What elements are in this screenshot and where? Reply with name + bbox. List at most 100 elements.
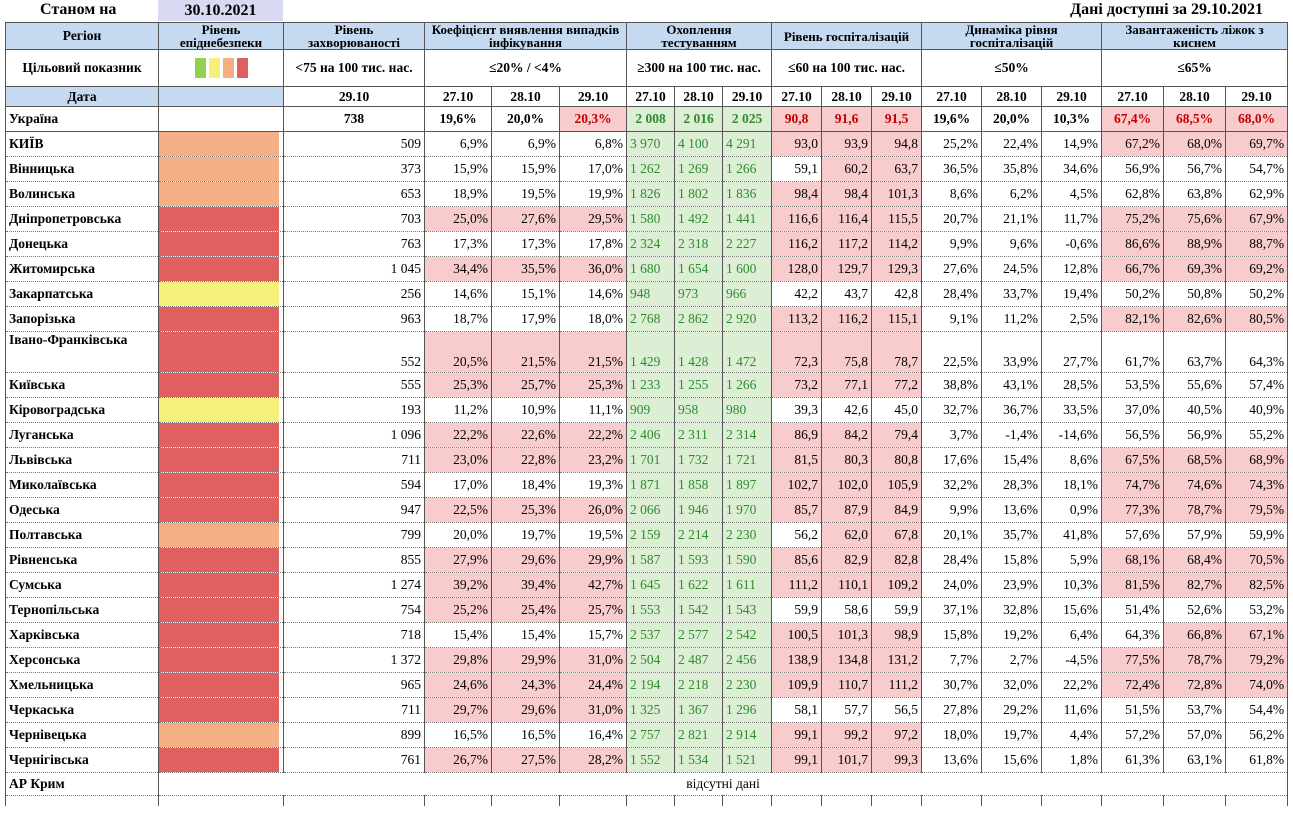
hosp-dynamics-value: 3,7% (921, 422, 983, 448)
incidence-value: 1 096 (283, 422, 425, 448)
region-name: Луганська (5, 422, 159, 448)
oxygen-beds-value: 79,2% (1225, 647, 1289, 673)
testing-value: 1 325 (626, 697, 675, 723)
legend-swatch (222, 58, 234, 78)
hospitalization-value: 82,8 (871, 547, 923, 573)
testing-value: 2 218 (674, 672, 723, 698)
detection-value: 19,9% (559, 181, 627, 207)
hospitalization-value: 43,7 (821, 281, 873, 307)
hosp-dynamics-value: 27,8% (921, 697, 983, 723)
table-row: Херсонська 1 372 29,8% 29,9% 31,0% 2 504 2 487… (5, 647, 1289, 673)
testing-value: 1 233 (626, 372, 675, 398)
incidence-value: 256 (283, 281, 425, 307)
detection-value: 19,6% (424, 106, 492, 132)
hosp-dynamics-value: 6,2% (981, 181, 1043, 207)
testing-value: 1 266 (721, 372, 773, 398)
level-indicator (158, 497, 284, 523)
epidemic-table: Регіон Рівень епіднебезпеки Рівень захво… (5, 22, 1289, 806)
hospitalization-value: 60,2 (821, 156, 873, 182)
date-label: Дата (5, 86, 159, 107)
level-indicator (158, 397, 284, 423)
cutoff-cell (1101, 795, 1165, 806)
hosp-dynamics-value: 22,2% (1041, 672, 1103, 698)
testing-value: 1 429 (626, 331, 675, 373)
testing-value: 1 826 (626, 181, 675, 207)
region-name: АР Крим (5, 772, 159, 796)
detection-value: 35,5% (491, 256, 560, 282)
oxygen-beds-value: 37,0% (1101, 397, 1165, 423)
hospitalization-value: 78,7 (871, 331, 923, 373)
oxygen-beds-value: 53,7% (1163, 697, 1227, 723)
hospitalization-value: 101,3 (871, 181, 923, 207)
oxygen-beds-value: 50,2% (1225, 281, 1289, 307)
oxygen-beds-value: 81,5% (1101, 572, 1165, 598)
hosp-dynamics-value: 11,7% (1041, 206, 1103, 232)
oxygen-beds-value: 74,7% (1101, 472, 1165, 498)
detection-value: 31,0% (559, 647, 627, 673)
incidence-value: 594 (283, 472, 425, 498)
detection-value: 27,9% (424, 547, 492, 573)
detection-value: 28,2% (559, 747, 627, 773)
table-row: Київська 555 25,3% 25,7% 25,3% 1 233 1 255 1 26… (5, 372, 1289, 398)
data-available-label: Дані доступні за 29.10.2021 (1070, 1, 1263, 18)
hosp-dynamics-value: 11,2% (981, 306, 1043, 332)
hospitalization-value: 101,7 (821, 747, 873, 773)
level-color-bar (159, 648, 279, 672)
hosp-dynamics-value: 35,7% (981, 522, 1043, 548)
hospitalization-value: 58,1 (771, 697, 823, 723)
hosp-dynamics-value: 36,5% (921, 156, 983, 182)
detection-value: 25,3% (491, 497, 560, 523)
region-name: Вінницька (5, 156, 159, 182)
testing-value: 958 (674, 397, 723, 423)
testing-value: 2 194 (626, 672, 675, 698)
region-name: Хмельницька (5, 672, 159, 698)
region-name: Полтавська (5, 522, 159, 548)
incidence-value: 855 (283, 547, 425, 573)
detection-value: 17,9% (491, 306, 560, 332)
level-color-bar (159, 598, 279, 622)
oxygen-beds-value: 67,4% (1101, 106, 1165, 132)
oxygen-beds-value: 63,8% (1163, 181, 1227, 207)
date-cell: 27.10 (921, 86, 983, 107)
hosp-dynamics-value: 5,9% (1041, 547, 1103, 573)
oxygen-beds-value: 40,5% (1163, 397, 1227, 423)
testing-value: 1 622 (674, 572, 723, 598)
col-oxygen-beds: Завантаженість ліжок з киснем (1101, 22, 1289, 50)
hospitalization-value: 116,2 (771, 231, 823, 257)
detection-value: 19,5% (559, 522, 627, 548)
hospitalization-value: 87,9 (821, 497, 873, 523)
table-row: Полтавська 799 20,0% 19,7% 19,5% 2 159 2 214 2 … (5, 522, 1289, 548)
detection-value: 36,0% (559, 256, 627, 282)
table-row: Кіровоградська 193 11,2% 10,9% 11,1% 909 958 98… (5, 397, 1289, 423)
testing-value: 2 025 (721, 106, 773, 132)
date-cell: 28.10 (491, 86, 560, 107)
level-indicator (158, 722, 284, 748)
hospitalization-value: 113,2 (771, 306, 823, 332)
hospitalization-value: 81,5 (771, 447, 823, 473)
hospitalization-value: 86,9 (771, 422, 823, 448)
hosp-dynamics-value: 13,6% (921, 747, 983, 773)
cutoff-cell (1041, 795, 1103, 806)
oxygen-beds-value: 56,9% (1101, 156, 1165, 182)
hosp-dynamics-value: 18,1% (1041, 472, 1103, 498)
hosp-dynamics-value: 24,5% (981, 256, 1043, 282)
oxygen-beds-value: 68,5% (1163, 447, 1227, 473)
region-name: Одеська (5, 497, 159, 523)
testing-value: 1 593 (674, 547, 723, 573)
incidence-value: 703 (283, 206, 425, 232)
level-indicator (158, 281, 284, 307)
date-level-blank (158, 86, 284, 107)
detection-value: 42,7% (559, 572, 627, 598)
testing-value: 1 836 (721, 181, 773, 207)
target-detection: ≤20% / <4% (424, 49, 627, 87)
oxygen-beds-value: 74,6% (1163, 472, 1227, 498)
testing-value: 1 701 (626, 447, 675, 473)
oxygen-beds-value: 63,7% (1163, 331, 1227, 373)
oxygen-beds-value: 69,3% (1163, 256, 1227, 282)
testing-value: 2 008 (626, 106, 675, 132)
testing-value: 1 492 (674, 206, 723, 232)
region-name: КИЇВ (5, 131, 159, 157)
hosp-dynamics-value: 43,1% (981, 372, 1043, 398)
detection-value: 27,5% (491, 747, 560, 773)
incidence-value: 711 (283, 697, 425, 723)
